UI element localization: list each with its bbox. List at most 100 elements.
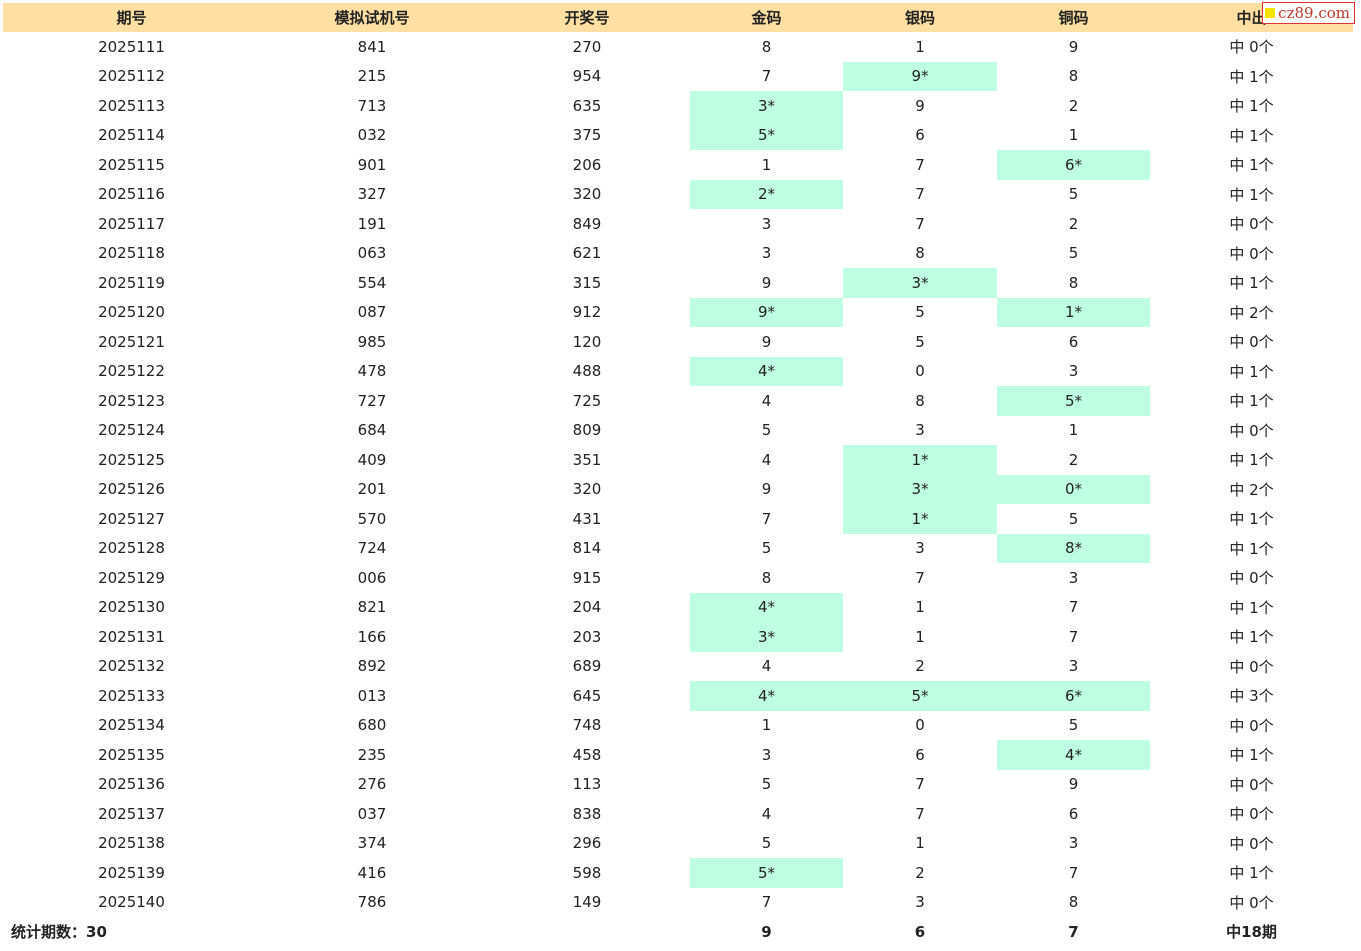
cell-copper-code: 5* xyxy=(997,386,1150,416)
cell-draw-number: 270 xyxy=(572,37,602,56)
cell-draw-number: 748 xyxy=(572,716,602,735)
cell-draw-number: 635 xyxy=(572,96,602,115)
cell-hits: 中 0个 xyxy=(1229,893,1274,912)
cell-silver-code: 7 xyxy=(915,185,925,204)
cell-copper-code: 7 xyxy=(1068,627,1079,646)
table-row: 2025132 892 689 4 2 3 中 0个 xyxy=(3,652,1353,682)
cell-gold-code: 8 xyxy=(761,37,772,56)
cell-issue: 2025112 xyxy=(98,67,165,86)
cell-copper-code: 6* xyxy=(997,150,1150,180)
cell-trial-number: 985 xyxy=(357,332,387,351)
cell-draw-number: 149 xyxy=(572,893,602,912)
cell-silver-code: 6 xyxy=(915,745,925,764)
summary-gold-total: 9 xyxy=(761,922,772,941)
cell-hits: 中 1个 xyxy=(1229,126,1274,145)
cell-issue: 2025133 xyxy=(98,686,165,705)
cell-gold-code: 4 xyxy=(761,657,772,676)
cell-copper-code: 1* xyxy=(997,297,1150,327)
cell-issue: 2025139 xyxy=(98,863,165,882)
cell-draw-number: 458 xyxy=(572,745,602,764)
cell-gold-code: 9* xyxy=(690,297,843,327)
cell-copper-code: 8 xyxy=(1068,67,1079,86)
cell-draw-number: 320 xyxy=(572,480,602,499)
cell-silver-code: 2 xyxy=(915,863,925,882)
cell-gold-code: 9 xyxy=(761,273,772,292)
cell-copper-code: 9 xyxy=(1068,37,1079,56)
cell-hits: 中 0个 xyxy=(1229,657,1274,676)
cell-issue: 2025115 xyxy=(98,155,165,174)
cell-issue: 2025129 xyxy=(98,568,165,587)
logo-square-icon xyxy=(1265,8,1276,18)
summary-silver-total: 6 xyxy=(914,922,926,941)
cell-hits: 中 1个 xyxy=(1229,362,1274,381)
cell-draw-number: 809 xyxy=(572,421,602,440)
cell-draw-number: 725 xyxy=(572,391,602,410)
cell-trial-number: 821 xyxy=(357,598,387,617)
cell-hits: 中 1个 xyxy=(1229,539,1274,558)
cell-draw-number: 375 xyxy=(572,126,602,145)
cell-draw-number: 912 xyxy=(572,303,602,322)
table-row: 2025120 087 912 9* 5 1* 中 2个 xyxy=(3,297,1353,327)
cell-copper-code: 2 xyxy=(1068,450,1079,469)
cell-silver-code: 0 xyxy=(915,716,925,735)
table-row: 2025140 786 149 7 3 8 中 0个 xyxy=(3,888,1353,918)
cell-gold-code: 9 xyxy=(761,480,772,499)
cell-silver-code: 1 xyxy=(915,37,925,56)
cell-issue: 2025118 xyxy=(98,244,165,263)
cell-gold-code: 8 xyxy=(761,568,772,587)
header-trial-number: 模拟试机号 xyxy=(260,3,484,32)
table-body: 2025111 841 270 8 1 9 中 0个 2025112 215 954 7 9* 8 中 1… xyxy=(3,32,1353,917)
cell-gold-code: 7 xyxy=(761,67,772,86)
cell-trial-number: 786 xyxy=(357,893,387,912)
cell-hits: 中 2个 xyxy=(1229,303,1274,322)
cell-draw-number: 488 xyxy=(572,362,602,381)
table-row: 2025138 374 296 5 1 3 中 0个 xyxy=(3,829,1353,859)
cell-trial-number: 063 xyxy=(357,244,387,263)
cell-copper-code: 8 xyxy=(1068,893,1079,912)
cell-trial-number: 724 xyxy=(357,539,387,558)
cell-silver-code: 1 xyxy=(915,834,925,853)
cell-hits: 中 2个 xyxy=(1229,480,1274,499)
cell-silver-code: 7 xyxy=(915,804,925,823)
cell-copper-code: 1 xyxy=(1068,421,1079,440)
cell-trial-number: 684 xyxy=(357,421,387,440)
cell-issue: 2025130 xyxy=(98,598,165,617)
cell-trial-number: 478 xyxy=(357,362,387,381)
cell-trial-number: 727 xyxy=(357,391,387,410)
cell-trial-number: 166 xyxy=(357,627,387,646)
cell-hits: 中 3个 xyxy=(1229,687,1274,706)
table-row: 2025129 006 915 8 7 3 中 0个 xyxy=(3,563,1353,593)
cell-silver-code: 3* xyxy=(843,474,997,504)
cell-draw-number: 954 xyxy=(572,67,602,86)
cell-gold-code: 5 xyxy=(761,834,772,853)
cell-issue: 2025113 xyxy=(98,96,165,115)
header-row: 期号 模拟试机号 开奖号 金码 银码 铜码 中出 xyxy=(3,3,1353,32)
cell-issue: 2025123 xyxy=(98,391,165,410)
summary-empty-2 xyxy=(484,917,690,947)
cell-issue: 2025122 xyxy=(98,362,165,381)
cell-copper-code: 5 xyxy=(1068,509,1079,528)
cell-gold-code: 5* xyxy=(690,858,843,888)
cell-draw-number: 689 xyxy=(572,657,602,676)
cell-trial-number: 276 xyxy=(357,775,387,794)
table-row: 2025131 166 203 3* 1 7 中 1个 xyxy=(3,622,1353,652)
cell-hits: 中 1个 xyxy=(1229,97,1274,116)
cell-trial-number: 235 xyxy=(357,745,387,764)
cell-trial-number: 191 xyxy=(357,214,387,233)
table-row: 2025137 037 838 4 7 6 中 0个 xyxy=(3,799,1353,829)
cell-issue: 2025138 xyxy=(98,834,165,853)
cell-silver-code: 8 xyxy=(915,244,925,263)
cell-draw-number: 849 xyxy=(572,214,602,233)
cell-hits: 中 1个 xyxy=(1229,392,1274,411)
cell-trial-number: 032 xyxy=(357,126,387,145)
cell-copper-code: 7 xyxy=(1068,598,1079,617)
cell-hits: 中 0个 xyxy=(1229,244,1274,263)
summary-hits-total: 中18期 xyxy=(1226,923,1277,942)
cell-silver-code: 1* xyxy=(843,504,997,534)
cell-gold-code: 5* xyxy=(690,120,843,150)
table-row: 2025130 821 204 4* 1 7 中 1个 xyxy=(3,592,1353,622)
cell-draw-number: 120 xyxy=(572,332,602,351)
cell-hits: 中 1个 xyxy=(1229,274,1274,293)
cell-draw-number: 113 xyxy=(572,775,602,794)
